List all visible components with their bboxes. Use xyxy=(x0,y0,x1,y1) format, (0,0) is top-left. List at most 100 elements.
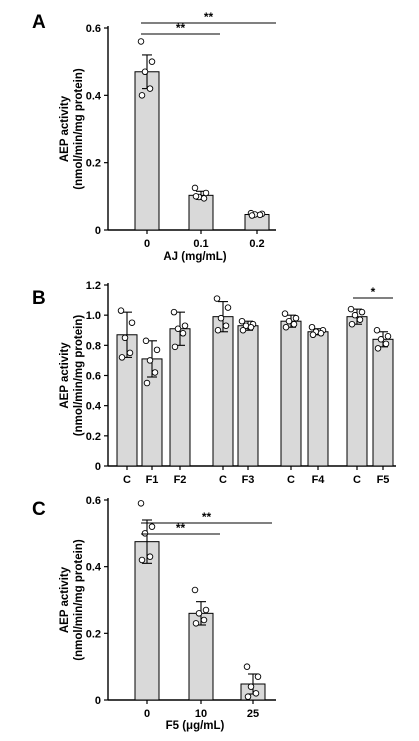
panel-c-y-tick-label: 0 xyxy=(95,695,101,707)
panel-a-bar xyxy=(134,71,160,231)
panel-a-data-point xyxy=(141,68,149,76)
panel-b-bar xyxy=(212,316,234,467)
panel-b-x-tick-label: F5 xyxy=(377,474,390,486)
panel-b-letter: B xyxy=(32,288,46,309)
panel-b-data-point xyxy=(384,333,392,340)
panel-c-data-point xyxy=(243,663,251,670)
panel-a-data-point xyxy=(191,184,199,192)
panel-b-x-tick-label: C xyxy=(287,474,295,486)
panel-b-data-point xyxy=(317,330,325,337)
panel-a-data-point xyxy=(192,193,200,200)
panel-c-data-point xyxy=(138,556,146,564)
panel-c-y-tick-label: 0.2 xyxy=(86,628,101,640)
panel-b-data-point xyxy=(285,317,293,325)
panel-c-letter: C xyxy=(32,499,46,520)
panel-b-data-point xyxy=(309,331,317,339)
panel-b-data-point xyxy=(281,310,289,317)
panel-b-data-point xyxy=(308,323,316,331)
panel-a-y-axis-subtitle: (nmol/min/mg protein) xyxy=(73,68,85,190)
panel-c-data-point xyxy=(200,616,208,624)
panel-b-y-axis-title: AEP activity xyxy=(59,342,71,409)
panel-b-y-tick-label: 0.6 xyxy=(86,371,101,383)
panel-b-chart: B 0 0.2 0.4 0.6 0.8 1.0 1.2 AEP activity (nmol/m… xyxy=(32,280,396,486)
panel-b-data-point xyxy=(292,314,300,322)
panel-b-data-point xyxy=(146,357,154,364)
panel-b-data-point xyxy=(153,346,161,354)
panel-a-data-point xyxy=(138,92,146,99)
panel-b-data-point xyxy=(214,327,222,334)
panel-c-x-axis-title: F5 (μg/mL) xyxy=(166,720,225,732)
panel-c-data-point xyxy=(244,693,252,700)
panel-b-data-point xyxy=(382,340,390,348)
panel-b-x-tick-label: F3 xyxy=(242,474,255,486)
panel-c-data-point xyxy=(146,553,154,560)
panel-a-data-point xyxy=(137,38,145,45)
panel-b-data-point xyxy=(348,320,356,328)
panel-b-x-tick-label: F4 xyxy=(312,474,326,486)
panel-a-x-axis-title: AJ (mg/mL) xyxy=(163,251,226,263)
panel-a-x-tick-label: 0.2 xyxy=(249,238,264,250)
panel-b-data-point xyxy=(142,337,150,345)
panel-a-data-point xyxy=(148,58,156,65)
panel-b-data-point xyxy=(358,308,366,316)
panel-c-data-point xyxy=(254,673,262,680)
panel-b-data-point xyxy=(347,305,355,313)
panel-b-significance-label: * xyxy=(371,285,376,299)
panel-a-bar xyxy=(188,194,214,231)
panel-a-data-point xyxy=(200,195,208,202)
panel-c-significance-label: ** xyxy=(202,510,212,524)
panel-b-data-point xyxy=(213,295,221,302)
panel-b-data-point xyxy=(181,322,189,329)
panel-b-x-tick-label: C xyxy=(219,474,227,486)
panel-a-y-tick-label: 0.6 xyxy=(86,23,101,35)
panel-c-x-tick-label: 25 xyxy=(247,708,259,720)
panel-c-bar xyxy=(134,541,160,701)
panel-b-data-point xyxy=(239,327,247,334)
panel-c-y-tick-label: 0.6 xyxy=(86,495,101,507)
panel-b-x-tick-label: C xyxy=(353,474,361,486)
panel-b-data-point xyxy=(118,354,126,361)
panel-b-data-point xyxy=(356,316,364,323)
panel-a-chart: A 0 0.2 0.4 0.6 AEP activity (nmol/min/mg pro… xyxy=(32,10,276,263)
panel-a-letter: A xyxy=(32,12,46,33)
panel-b-bar xyxy=(346,316,368,467)
panel-c-data-point xyxy=(192,620,200,627)
panel-a-data-point xyxy=(248,212,256,219)
panel-c-chart: C 0 0.2 0.4 0.6 AEP activity (nmol/min/mg pro… xyxy=(32,495,276,732)
panel-b-data-point xyxy=(179,330,187,337)
panel-b-data-point xyxy=(174,325,182,332)
panel-c-data-point xyxy=(195,610,203,617)
panel-b-bar xyxy=(237,325,259,467)
panel-c-x-tick-label: 10 xyxy=(195,708,207,720)
panel-c-data-point xyxy=(141,530,149,537)
panel-b-data-point xyxy=(238,317,246,325)
panel-b-x-tick-label: F1 xyxy=(146,474,159,486)
panel-b-bar xyxy=(372,338,394,467)
panel-c-y-axis-title: AEP activity xyxy=(59,566,71,633)
panel-c-data-point xyxy=(148,523,156,530)
panel-b-data-point xyxy=(290,320,298,328)
panel-c-data-point xyxy=(252,690,260,697)
panel-b-x-tick-label: F2 xyxy=(174,474,187,486)
panel-a-y-axis-title: AEP activity xyxy=(59,95,71,162)
panel-a-y-tick-label: 0.4 xyxy=(86,90,102,102)
panel-b-bar xyxy=(280,320,302,467)
panel-c-data-point xyxy=(202,606,210,614)
panel-b-data-point xyxy=(128,319,136,326)
panel-b-data-point xyxy=(170,308,178,316)
panel-b-data-point xyxy=(282,323,290,331)
panel-b-x-tick-label: C xyxy=(123,474,131,486)
panel-a-y-tick-label: 0.2 xyxy=(86,158,101,170)
panel-b-data-point xyxy=(373,327,381,334)
panel-b-data-point xyxy=(171,343,179,351)
panel-b-data-point xyxy=(222,322,230,329)
panel-b-data-point xyxy=(151,369,159,376)
panel-b-data-point xyxy=(377,336,385,343)
panel-c-bar xyxy=(188,612,214,701)
panel-a-significance-label: ** xyxy=(176,21,186,35)
panel-b-data-point xyxy=(217,314,225,322)
panel-a-data-point xyxy=(202,189,210,197)
panel-b-data-point xyxy=(126,349,134,357)
panel-a-data-point xyxy=(146,85,154,92)
